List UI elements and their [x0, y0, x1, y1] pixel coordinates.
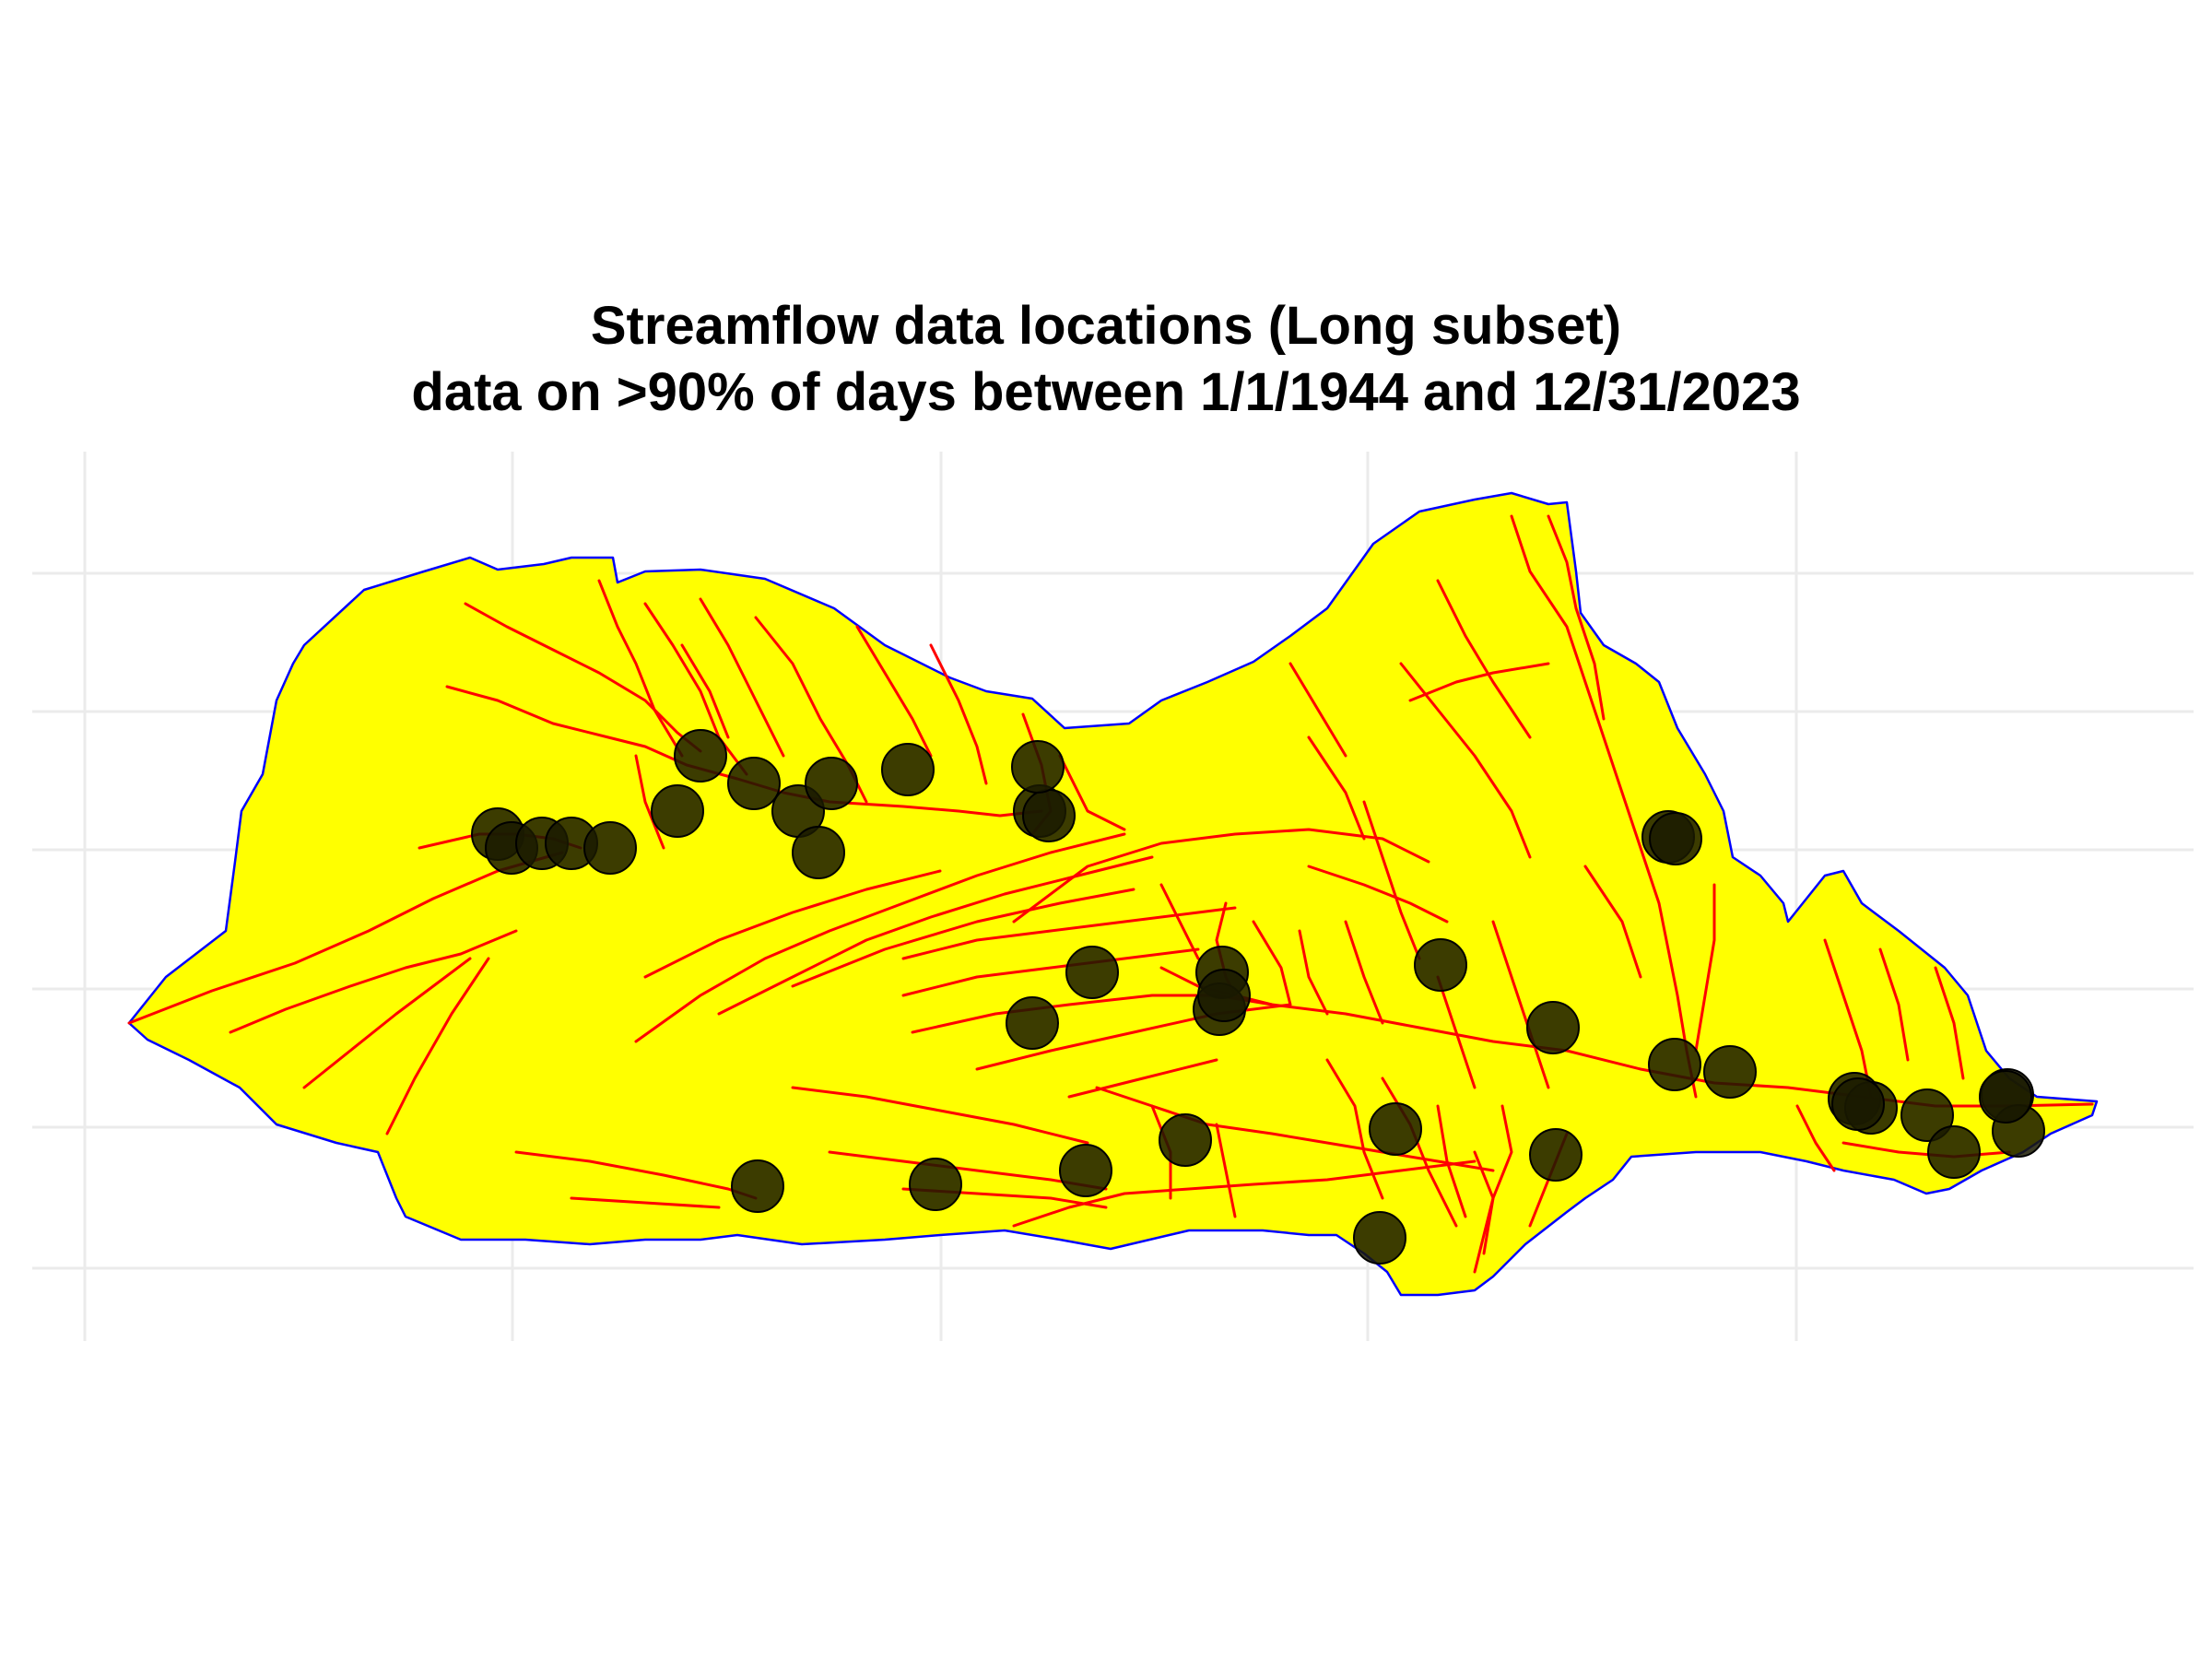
gauge-marker	[1011, 740, 1065, 794]
stream-line	[901, 906, 1237, 960]
stream-line	[929, 643, 988, 785]
gauge-marker	[1414, 938, 1467, 992]
stream-line	[1823, 938, 1873, 1099]
stream-line	[1408, 662, 1550, 702]
stream-line	[1058, 754, 1126, 831]
gauge-marker	[727, 757, 781, 810]
stream-line	[1583, 865, 1642, 979]
gauge-marker	[1006, 996, 1059, 1050]
gauge-marker	[1900, 1088, 1954, 1142]
stream-line	[1344, 920, 1384, 1025]
stream-line	[597, 579, 684, 758]
stream-line	[1288, 662, 1347, 758]
stream-line	[1381, 1077, 1458, 1228]
stream-line	[855, 625, 933, 758]
gauge-marker	[1703, 1045, 1757, 1099]
stream-line	[1547, 514, 1606, 721]
map-title: Streamflow data locations (Long subset) …	[0, 293, 2212, 426]
gauge-marker	[1159, 1113, 1212, 1167]
stream-line	[1362, 800, 1421, 960]
stream-line	[1012, 828, 1430, 924]
stream-line	[1795, 1104, 1836, 1172]
gauge-marker	[881, 743, 935, 796]
stream-line	[1012, 1159, 1477, 1228]
gauge-marker	[1831, 1077, 1885, 1131]
gauge-marker	[1059, 1144, 1112, 1197]
stream-line	[1215, 1123, 1237, 1218]
stream-line	[634, 754, 665, 850]
gauge-marker	[1529, 1128, 1583, 1182]
gauge-marker	[805, 757, 858, 810]
gauge-marker	[674, 729, 727, 782]
stream-line	[464, 602, 702, 753]
gauge-marker	[1353, 1211, 1406, 1265]
stream-line	[699, 597, 785, 758]
stream-line	[680, 643, 730, 739]
gauge-marker	[1022, 789, 1076, 842]
gauge-marker	[1979, 1070, 2032, 1124]
stream-line	[717, 855, 1154, 1016]
stream-line	[1934, 966, 1965, 1080]
title-line-2: data on >90% of days between 1/1/1944 an…	[411, 362, 1801, 422]
stream-line	[1095, 1086, 1495, 1172]
stream-line	[901, 947, 1200, 997]
stream-line	[643, 869, 942, 979]
gauge-marker	[1526, 1001, 1580, 1054]
gauge-marker	[1927, 1125, 1981, 1179]
gauge-marker	[1648, 1038, 1701, 1091]
stream-line	[1510, 514, 1698, 1099]
gauge-marker	[1649, 812, 1702, 865]
gauge-marker	[1065, 946, 1119, 999]
stream-line	[1491, 920, 1550, 1089]
stream-line	[127, 851, 564, 1025]
gauge-markers	[471, 729, 2045, 1265]
gauge-marker	[583, 821, 637, 875]
gauge-marker	[731, 1159, 784, 1213]
stream-line	[1298, 929, 1329, 1016]
stream-line	[1067, 1058, 1218, 1099]
stream-line	[1436, 579, 1532, 739]
stream-line	[1252, 920, 1292, 1006]
stream-line	[791, 1086, 1089, 1145]
stream-line	[791, 888, 1135, 988]
stream-line	[570, 1196, 721, 1209]
title-line-1: Streamflow data locations (Long subset)	[590, 296, 1622, 356]
gauge-marker	[651, 784, 704, 838]
stream-line	[385, 957, 490, 1135]
gauge-marker	[1197, 969, 1251, 1022]
stream-network	[127, 514, 2094, 1274]
stream-line	[634, 832, 1126, 1043]
stream-line	[1436, 975, 1477, 1089]
stream-line	[1159, 883, 1200, 960]
stream-line	[1694, 883, 1716, 1053]
stream-line	[1878, 947, 1910, 1062]
stream-line	[1307, 735, 1366, 841]
stream-line	[643, 602, 748, 776]
gauge-marker	[792, 826, 845, 879]
stream-line	[229, 929, 518, 1034]
gauge-marker	[909, 1158, 962, 1211]
stream-line	[1841, 1141, 2011, 1159]
stream-line	[1473, 1104, 1513, 1274]
gauge-marker	[1369, 1102, 1422, 1156]
stream-line	[1436, 1104, 1467, 1218]
stream-line	[1307, 865, 1449, 924]
stream-line	[302, 957, 472, 1089]
